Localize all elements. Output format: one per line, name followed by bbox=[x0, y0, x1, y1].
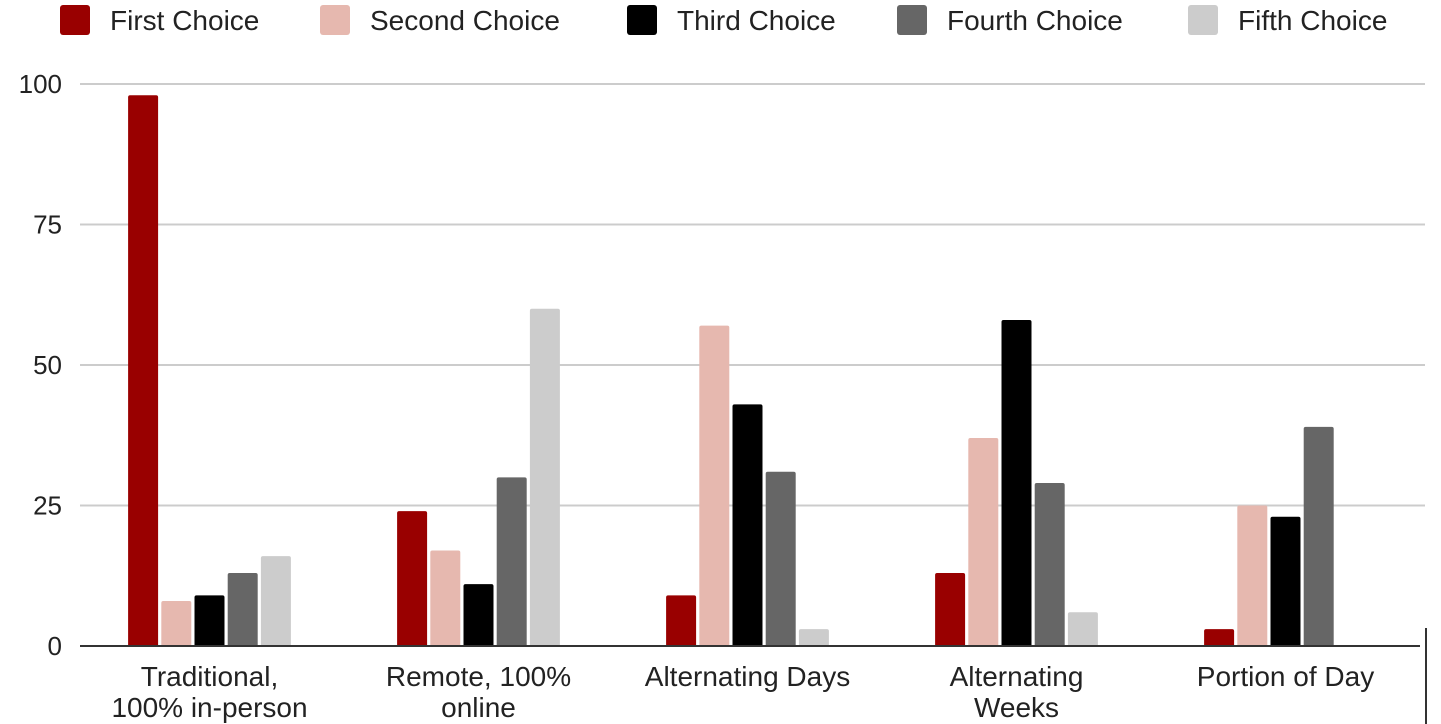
bar-second-choice bbox=[1237, 505, 1268, 646]
bar-second-choice bbox=[430, 550, 461, 646]
bar-fifth-choice bbox=[798, 629, 829, 646]
x-category-label: Traditional, 100% in-person bbox=[111, 661, 307, 723]
x-category-label-line: Weeks bbox=[974, 692, 1059, 723]
legend-swatch bbox=[320, 5, 350, 35]
x-axis bbox=[80, 628, 1427, 724]
legend-label: Second Choice bbox=[370, 5, 560, 36]
x-category-label-line: online bbox=[441, 692, 516, 723]
bar-first-choice bbox=[128, 95, 159, 647]
bar-fourth-choice bbox=[1034, 483, 1065, 646]
bar-fourth-choice bbox=[1303, 426, 1334, 646]
y-tick-label: 100 bbox=[19, 69, 62, 99]
x-category-label: Portion of Day bbox=[1197, 661, 1374, 692]
bar-second-choice bbox=[699, 325, 730, 646]
legend-swatch bbox=[60, 5, 90, 35]
y-tick-label: 25 bbox=[33, 491, 62, 521]
legend-item-second-choice: Second Choice bbox=[320, 5, 560, 36]
x-category-label-line: Alternating bbox=[950, 661, 1084, 692]
bar-fourth-choice bbox=[496, 477, 527, 646]
legend: First Choice Second Choice Third Choice Fou… bbox=[60, 5, 1387, 36]
x-category-label: Alternating Days bbox=[645, 661, 850, 692]
bar-fifth-choice bbox=[260, 556, 291, 646]
bar-first-choice bbox=[397, 511, 428, 646]
bar-fifth-choice bbox=[1067, 612, 1098, 646]
legend-item-fifth-choice: Fifth Choice bbox=[1188, 5, 1387, 36]
bar-fifth-choice bbox=[529, 308, 560, 646]
legend-label: Third Choice bbox=[677, 5, 836, 36]
legend-label: Fourth Choice bbox=[947, 5, 1123, 36]
y-tick-label: 75 bbox=[33, 210, 62, 240]
bar-first-choice bbox=[1204, 629, 1235, 646]
bar-fourth-choice bbox=[227, 572, 258, 646]
bar-second-choice bbox=[968, 438, 999, 646]
bar-first-choice bbox=[666, 595, 697, 646]
bar-third-choice bbox=[732, 404, 763, 646]
legend-label: First Choice bbox=[110, 5, 259, 36]
x-category-label: Alternating Weeks bbox=[950, 661, 1084, 723]
x-category-label-line: Remote, 100% bbox=[386, 661, 571, 692]
legend-item-first-choice: First Choice bbox=[60, 5, 259, 36]
bar-third-choice bbox=[194, 595, 225, 646]
y-axis-ticks: 0 25 50 75 100 bbox=[19, 69, 62, 661]
bar-fourth-choice bbox=[765, 471, 796, 646]
legend-swatch bbox=[1188, 5, 1218, 35]
legend-item-third-choice: Third Choice bbox=[627, 5, 836, 36]
y-tick-label: 0 bbox=[48, 631, 62, 661]
legend-label: Fifth Choice bbox=[1238, 5, 1387, 36]
x-category-label: Remote, 100% online bbox=[386, 661, 571, 723]
y-tick-label: 50 bbox=[33, 350, 62, 380]
x-category-label-line: Traditional, bbox=[141, 661, 278, 692]
x-axis-labels: Traditional, 100% in-person Remote, 100% on… bbox=[111, 661, 1374, 723]
bar-second-choice bbox=[161, 601, 192, 646]
bar-third-choice bbox=[1270, 516, 1301, 646]
bar-first-choice bbox=[935, 572, 966, 646]
x-category-label-line: Alternating Days bbox=[645, 661, 850, 692]
legend-swatch bbox=[897, 5, 927, 35]
legend-swatch bbox=[627, 5, 657, 35]
legend-item-fourth-choice: Fourth Choice bbox=[897, 5, 1123, 36]
x-category-label-line: Portion of Day bbox=[1197, 661, 1374, 692]
bars bbox=[128, 95, 1334, 647]
bar-third-choice bbox=[463, 584, 494, 646]
bar-third-choice bbox=[1001, 320, 1032, 646]
x-category-label-line: 100% in-person bbox=[111, 692, 307, 723]
